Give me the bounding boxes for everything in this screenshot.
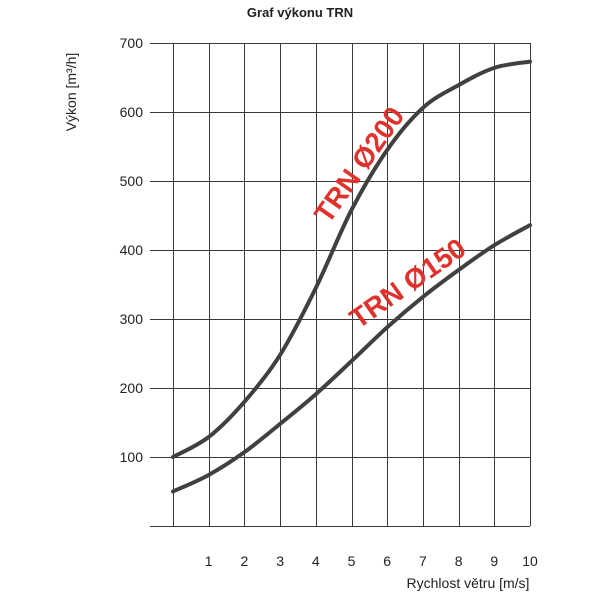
x-tick-label-1: 1 [205, 553, 213, 569]
x-tick-label-10: 10 [522, 553, 538, 569]
x-tick-label-9: 9 [490, 553, 498, 569]
y-tick-label-300: 300 [120, 311, 144, 327]
x-tick-label-4: 4 [312, 553, 320, 569]
chart-title: Graf výkonu TRN [247, 5, 353, 20]
x-tick-label-5: 5 [348, 553, 356, 569]
x-axis-label: Rychlost větru [m/s] [407, 575, 530, 591]
series-curves [171, 59, 532, 494]
series-label-trn-200: TRN Ø200 [308, 101, 410, 228]
y-tick-label-200: 200 [120, 380, 144, 396]
plot-grid [150, 43, 531, 527]
y-tick-label-700: 700 [120, 35, 144, 51]
series-line-trn-150 [171, 223, 532, 494]
y-tick-label-400: 400 [120, 242, 144, 258]
y-tick-label-500: 500 [120, 173, 144, 189]
x-tick-label-2: 2 [241, 553, 249, 569]
y-axis-ticks: 100 200 300 400 500 600 700 [120, 35, 144, 465]
x-tick-label-7: 7 [419, 553, 427, 569]
x-axis-ticks: 1 2 3 4 5 6 7 8 9 10 [205, 553, 538, 569]
y-axis-label: Výkon [m³/h] [63, 53, 79, 132]
series-line-trn-200 [171, 59, 532, 459]
x-tick-label-3: 3 [276, 553, 284, 569]
y-tick-label-100: 100 [120, 449, 144, 465]
y-tick-label-600: 600 [120, 104, 144, 120]
x-tick-label-6: 6 [383, 553, 391, 569]
x-tick-label-8: 8 [455, 553, 463, 569]
